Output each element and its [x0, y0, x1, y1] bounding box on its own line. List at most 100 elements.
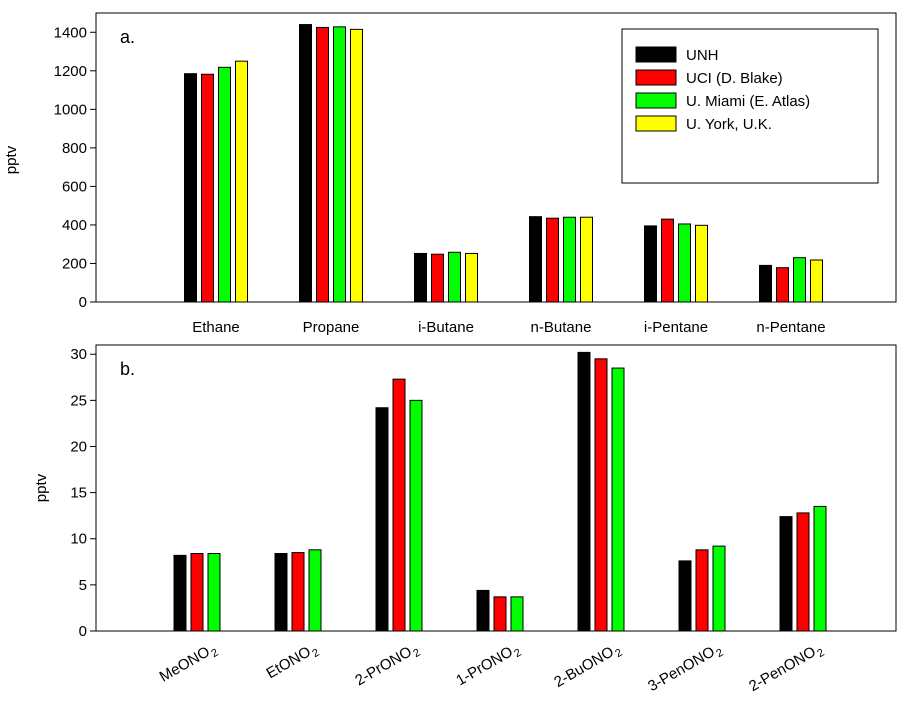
y-tick-label: 400 — [62, 217, 87, 234]
bar — [695, 224, 708, 303]
bar — [510, 596, 524, 632]
y-tick-label: 25 — [70, 392, 87, 409]
bar — [431, 253, 444, 303]
y-tick-label: 10 — [70, 531, 87, 548]
bar — [333, 26, 346, 303]
y-tick-label: 600 — [62, 178, 87, 195]
bar — [184, 73, 197, 303]
bar — [350, 28, 363, 303]
bar — [759, 264, 772, 303]
bar — [448, 251, 461, 303]
bar — [375, 407, 389, 632]
bar — [218, 66, 231, 303]
bar — [201, 73, 214, 303]
bar — [299, 24, 312, 303]
bar — [695, 549, 709, 632]
y-tick-label: 5 — [79, 577, 87, 594]
bar — [796, 512, 810, 632]
x-tick-label-subscript: 2 — [310, 647, 321, 660]
x-tick-label: i-Pentane — [644, 319, 708, 336]
x-tick-label: 1-PrONO2 — [453, 640, 523, 692]
bar — [465, 252, 478, 303]
legend-swatch — [635, 92, 677, 109]
bar — [529, 216, 542, 303]
bar — [274, 553, 288, 632]
bar — [235, 60, 248, 303]
x-tick-label: Propane — [303, 319, 360, 336]
x-tick-label: 2-PrONO2 — [352, 640, 422, 692]
bar — [611, 367, 625, 632]
x-tick-label: 2-PenONO2 — [746, 640, 826, 698]
bar — [563, 216, 576, 303]
y-tick-label: 20 — [70, 438, 87, 455]
x-tick-label: 2-BuONO2 — [551, 640, 624, 694]
bar — [776, 267, 789, 303]
panel-label: b. — [120, 359, 135, 379]
y-tick-label: 15 — [70, 485, 87, 502]
plot-frame — [95, 12, 897, 303]
y-tick-label: 1400 — [54, 24, 87, 41]
legend-entry: UCI (D. Blake) — [686, 70, 783, 87]
bar — [580, 216, 593, 303]
y-tick-label: 1000 — [54, 101, 87, 118]
bar — [291, 552, 305, 632]
bar — [577, 351, 591, 632]
bar — [190, 553, 204, 632]
bar — [476, 589, 490, 632]
x-tick-label-base: 2-PenONO — [746, 643, 819, 695]
bar — [712, 545, 726, 632]
y-tick-label: 0 — [79, 294, 87, 311]
x-tick-label: n-Pentane — [756, 319, 825, 336]
x-tick-label: EtONO2 — [263, 640, 321, 685]
x-tick-label-base: 2-BuONO — [551, 643, 617, 691]
panel-label: a. — [120, 27, 135, 47]
x-tick-label: n-Butane — [531, 319, 592, 336]
bar — [414, 252, 427, 303]
x-tick-label-base: 3-PenONO — [645, 643, 718, 695]
legend-entry: U. York, U.K. — [686, 116, 772, 133]
y-axis-label: pptv — [33, 473, 50, 502]
x-tick-label-subscript: 2 — [209, 647, 220, 660]
x-tick-label-subscript: 2 — [815, 647, 826, 660]
bar — [644, 225, 657, 303]
y-axis-label: pptv — [3, 145, 20, 174]
bar — [392, 378, 406, 632]
legend-entry: UNH — [686, 47, 719, 64]
bar — [173, 554, 187, 632]
legend-swatch — [635, 46, 677, 63]
bar — [308, 549, 322, 632]
x-tick-label-base: 1-PrONO — [453, 643, 516, 689]
y-tick-label: 1200 — [54, 63, 87, 80]
x-tick-label: Ethane — [192, 319, 240, 336]
x-tick-label-subscript: 2 — [613, 647, 624, 660]
x-tick-label-base: EtONO — [263, 643, 313, 682]
y-tick-label: 800 — [62, 140, 87, 157]
y-tick-label: 0 — [79, 623, 87, 640]
bar — [661, 218, 674, 303]
bar — [594, 358, 608, 632]
bar — [813, 505, 827, 632]
legend-swatch — [635, 115, 677, 132]
x-tick-label: i-Butane — [418, 319, 474, 336]
bar — [409, 399, 423, 632]
bar — [793, 257, 806, 303]
bar — [207, 553, 221, 632]
bar — [493, 596, 507, 632]
bar — [678, 223, 691, 303]
x-tick-label-subscript: 2 — [411, 647, 422, 660]
x-tick-label-base: 2-PrONO — [352, 643, 415, 689]
legend-entry: U. Miami (E. Atlas) — [686, 93, 810, 110]
bar — [316, 26, 329, 303]
y-tick-label: 30 — [70, 346, 87, 363]
x-tick-label: MeONO2 — [157, 640, 221, 688]
bar — [779, 516, 793, 632]
y-tick-label: 200 — [62, 255, 87, 272]
x-tick-label-subscript: 2 — [512, 647, 523, 660]
legend-swatch — [635, 69, 677, 86]
bar — [546, 217, 559, 303]
bar — [810, 259, 823, 303]
x-tick-label-base: MeONO — [157, 643, 213, 685]
x-tick-label: 3-PenONO2 — [645, 640, 725, 698]
